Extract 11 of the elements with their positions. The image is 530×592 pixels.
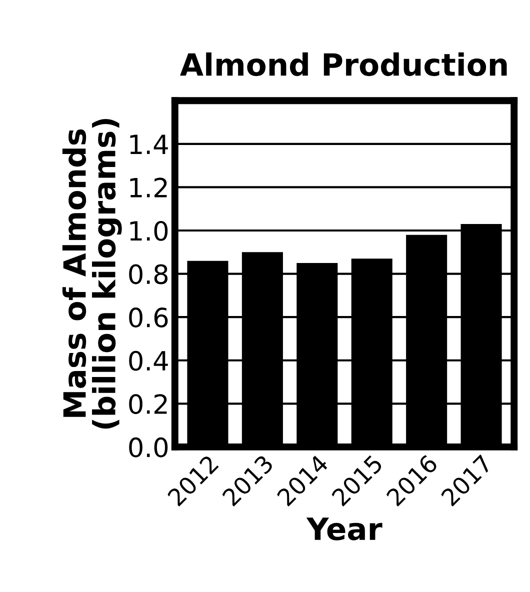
y-tick-label: 0.4 — [129, 350, 168, 371]
y-tick-label: 1.4 — [130, 134, 168, 154]
chart-title: Almond Production — [180, 52, 507, 76]
y-tick-label: 0.8 — [129, 264, 168, 284]
x-axis-title: Year — [306, 518, 382, 540]
y-tick-label: 0.0 — [129, 437, 168, 458]
y-tick-label: 1.2 — [130, 178, 167, 198]
y-tick-label: 1.0 — [130, 220, 168, 241]
y-tick-label: 0.2 — [129, 394, 167, 414]
y-tick-label: 0.6 — [129, 308, 168, 328]
y-axis-title: Mass of Almonds (billion kilograms) — [62, 118, 122, 429]
